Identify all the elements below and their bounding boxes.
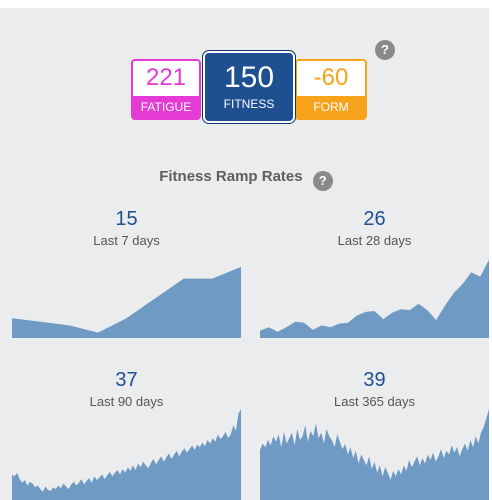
fatigue-value: 221: [145, 64, 187, 91]
ramp-rates-heading: Fitness Ramp Rates ?: [0, 168, 492, 191]
fitness-tile[interactable]: 150 FITNESS: [203, 51, 295, 123]
ramp-rates-panel: 221 FATIGUE -60 FORM 150 FITNESS: [0, 8, 489, 500]
ramp-rates-title: Fitness Ramp Rates: [159, 168, 303, 185]
ramp-chart-7-days: 15 Last 7 days: [12, 208, 241, 338]
ramp-chart-90-days: 37 Last 90 days: [12, 369, 241, 500]
training-summary: 221 FATIGUE -60 FORM 150 FITNESS: [131, 51, 367, 123]
area-chart-90-days: [12, 409, 241, 500]
ramp-rate-value: 26: [363, 208, 386, 230]
ramp-rate-period: Last 7 days: [93, 233, 160, 248]
ramp-chart-365-days: 39 Last 365 days: [260, 369, 489, 500]
form-value: -60: [313, 64, 349, 91]
form-label: FORM: [297, 96, 365, 118]
fitness-value: 150: [223, 61, 275, 94]
ramp-chart-28-days: 26 Last 28 days: [260, 208, 489, 338]
fatigue-tile[interactable]: 221 FATIGUE: [131, 59, 201, 120]
ramp-rate-period: Last 365 days: [334, 394, 415, 409]
ramp-rate-value: 37: [115, 369, 138, 391]
ramp-rate-value: 39: [363, 369, 386, 391]
summary-help-icon[interactable]: ?: [375, 40, 395, 60]
area-series: [260, 409, 489, 500]
area-series: [260, 259, 489, 338]
area-chart-28-days: [260, 259, 489, 338]
ramp-rate-period: Last 90 days: [89, 394, 164, 409]
ramp-rate-value: 15: [115, 208, 138, 230]
area-series: [12, 266, 241, 338]
area-series: [12, 409, 241, 500]
area-chart-365-days: [260, 409, 489, 500]
fatigue-label: FATIGUE: [133, 96, 199, 118]
area-chart-7-days: [12, 266, 241, 338]
ramp-rate-period: Last 28 days: [337, 233, 412, 248]
ramp-rates-help-icon[interactable]: ?: [312, 171, 333, 191]
form-tile[interactable]: -60 FORM: [295, 59, 367, 120]
fitness-label: FITNESS: [223, 97, 275, 111]
